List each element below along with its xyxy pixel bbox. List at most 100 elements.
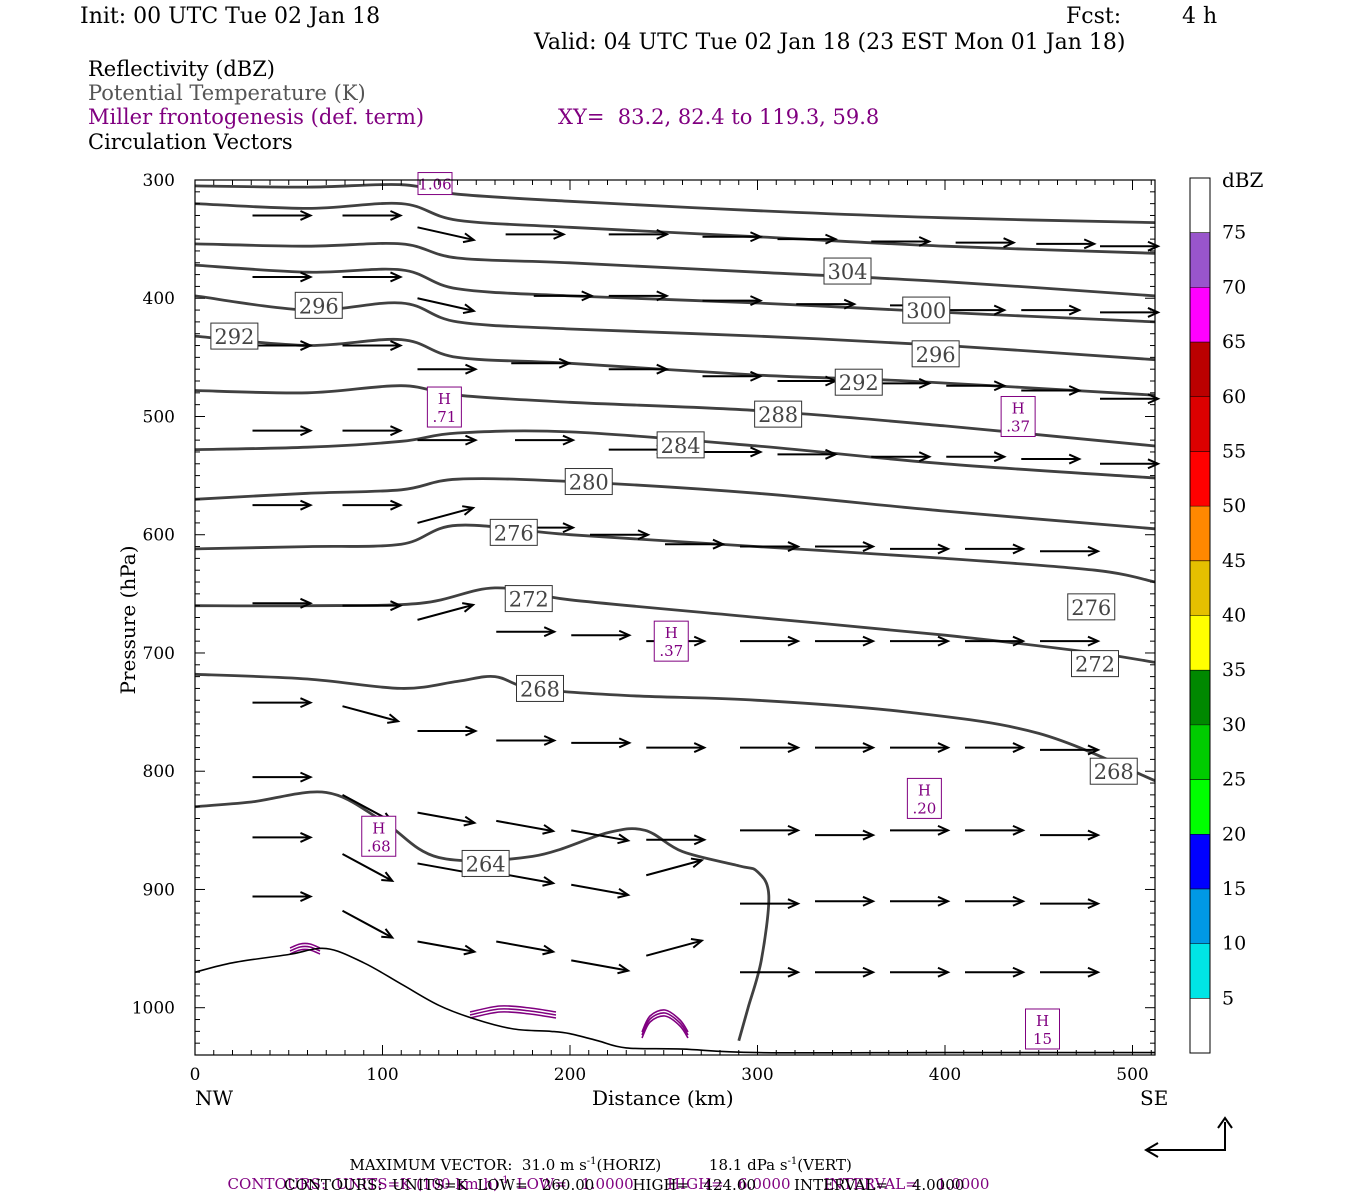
fronto-contour-info: CONTOURS: UNITS=K (100 km h)-1 LOW= 1.000… <box>218 1157 990 1193</box>
vector-arrowhead <box>656 228 670 240</box>
fronto-max-box <box>653 620 689 662</box>
max-vector-info: MAXIMUM VECTOR: 31.0 m s-1(HORIZ) 18.1 d… <box>340 1138 852 1174</box>
fronto-max-symbol: H <box>665 624 678 642</box>
y-tick-label: 300 <box>143 171 175 191</box>
vector-arrowhead <box>918 236 932 247</box>
fronto-max-value: .20 <box>912 799 936 817</box>
colorbar-swatch <box>1190 178 1210 233</box>
vector-arrowhead <box>387 713 401 724</box>
y-tick-label: 400 <box>143 289 175 309</box>
vector-arrowhead <box>1147 240 1161 252</box>
vector-arrowhead <box>381 871 395 883</box>
vector-arrowhead <box>862 829 876 841</box>
circulation-vector <box>417 297 474 312</box>
field-potential-temperature: Potential Temperature (K) <box>88 81 366 105</box>
vector-arrowhead <box>1003 237 1017 249</box>
vector-arrowhead <box>937 543 951 555</box>
vector-arrowhead <box>1012 635 1026 647</box>
vector-arrowhead <box>993 380 1007 392</box>
vector-arrowhead <box>300 597 313 609</box>
vector-arrowhead <box>1068 385 1082 396</box>
vector-arrowhead <box>937 966 951 978</box>
vector-arrowhead <box>1012 895 1026 907</box>
colorbar-label: 15 <box>1222 878 1246 900</box>
vector-arrowhead <box>562 522 576 534</box>
isentrope-label-box <box>1067 593 1116 621</box>
vector-arrowhead <box>1147 393 1161 405</box>
vector-arrowhead <box>463 815 477 827</box>
circulation-vector <box>417 940 475 953</box>
vector-arrowhead <box>390 425 403 437</box>
vector-arrowhead <box>617 963 631 975</box>
isentrope-label-box <box>834 368 883 396</box>
colorbar-label: 10 <box>1222 933 1246 955</box>
circulation-vector <box>342 705 399 723</box>
vector-arrowhead <box>462 232 477 244</box>
colorbar-label: 70 <box>1222 276 1246 298</box>
max-vector-horiz: MAXIMUM VECTOR: 31.0 m s <box>349 1156 587 1174</box>
fronto-max-symbol: H <box>1036 1012 1049 1030</box>
isentrope-label: 300 <box>906 299 946 323</box>
fronto-max-box <box>1025 1008 1060 1050</box>
fronto-contour <box>469 1011 557 1019</box>
vector-arrowhead <box>750 231 763 243</box>
vector-arrowhead <box>712 538 726 550</box>
fronto-max-symbol: H <box>438 390 451 408</box>
isentrope-line <box>194 523 1156 584</box>
vector-arrowhead <box>937 742 951 753</box>
colorbar-swatch <box>1190 888 1210 944</box>
isentrope-line <box>194 790 771 1042</box>
vector-arrowhead <box>787 742 801 753</box>
colorbar-swatch <box>1190 615 1210 671</box>
isentrope-line <box>194 334 1156 397</box>
isentrope-label: 272 <box>1075 653 1115 677</box>
y-tick-label: 500 <box>143 407 175 427</box>
vector-arrowhead <box>300 697 313 709</box>
colorbar-unit: dBZ <box>1222 168 1264 192</box>
vector-arrowhead <box>1012 742 1026 753</box>
unit-exponent: -1 <box>586 1156 597 1167</box>
fronto-max-box <box>417 172 453 196</box>
vector-arrowhead <box>1012 824 1026 836</box>
vector-arrowhead <box>300 425 313 437</box>
vector-arrowhead <box>1087 966 1101 978</box>
y-tick-label: 700 <box>143 644 175 664</box>
vector-arrowhead <box>1012 543 1026 555</box>
vector-arrowhead <box>462 505 476 516</box>
isentrope-label-layer: 264 268 268 272 272 276 276 280 284 288 292 292 296 2… <box>210 257 1138 877</box>
colorbar-label: 55 <box>1222 440 1246 462</box>
terrain-line <box>194 947 1155 1054</box>
isentrope-label: 304 <box>827 260 867 284</box>
field-frontogenesis: Miller frontogenesis (def. term) <box>88 105 425 129</box>
colorbar: 5 10 15 20 25 30 35 40 45 50 55 60 65 70 75 <box>1189 177 1246 1054</box>
colorbar-label: 35 <box>1222 659 1246 681</box>
colorbar-label: 50 <box>1222 495 1246 517</box>
colorbar-swatch <box>1190 670 1210 725</box>
max-vector-vert-label: (VERT) <box>797 1156 852 1174</box>
vector-arrowhead <box>553 228 567 240</box>
circulation-vector <box>417 603 474 621</box>
vector-arrowhead <box>750 295 763 307</box>
vector-arrowhead <box>300 271 313 283</box>
y-axis-title: Pressure (hPa) <box>116 545 140 695</box>
fronto-max-value: 1.06 <box>418 176 451 194</box>
isentrope-label: 264 <box>466 852 506 876</box>
colorbar-swatch <box>1190 451 1210 507</box>
vector-arrowhead <box>937 895 951 907</box>
circulation-vector <box>342 909 393 939</box>
vector-arrowhead <box>462 602 476 613</box>
fronto-max-symbol: H <box>918 781 931 799</box>
theta-contour-info: CONTOURS: UNITS=K LOW= 260.00 HIGH= 424.… <box>284 1176 965 1194</box>
vector-arrowhead <box>390 340 403 351</box>
vector-arrowhead <box>465 363 478 375</box>
cross-section-endpoints: XY= 83.2, 82.4 to 119.3, 59.8 <box>558 105 880 129</box>
colorbar-label: 45 <box>1222 550 1246 572</box>
fronto-contour <box>469 1008 557 1016</box>
vector-arrowhead <box>462 303 477 315</box>
x-tick-label: 0 <box>190 1065 201 1085</box>
fronto-max-symbol: H <box>372 819 385 837</box>
isentrope-label: 292 <box>214 325 254 349</box>
circulation-vector <box>645 939 703 957</box>
vector-arrowhead <box>300 891 313 902</box>
